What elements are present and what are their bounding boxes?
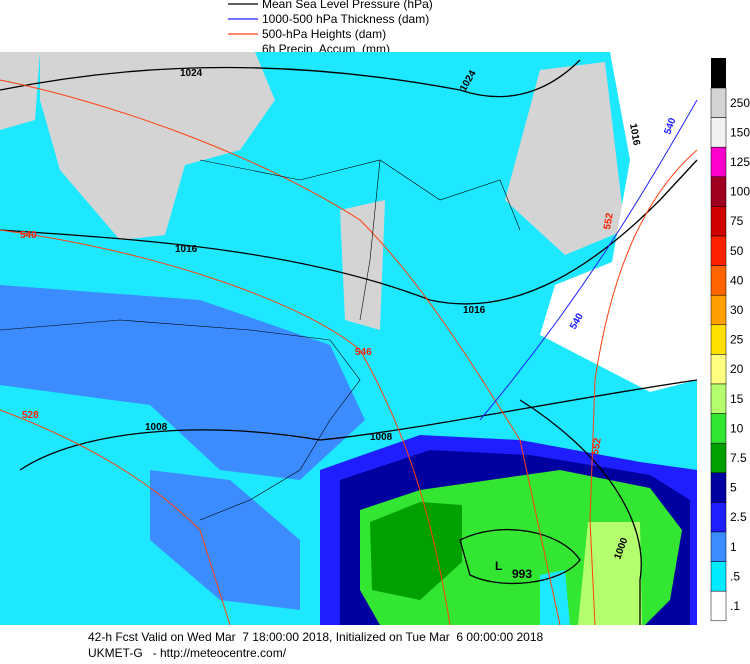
colorbar-label: 50: [730, 244, 744, 258]
precip-area: [150, 470, 300, 610]
contour-label: 1008: [370, 432, 393, 443]
colorbar-label: 250: [730, 96, 750, 110]
colorbar-box: [710, 531, 727, 562]
colorbar-box: [710, 472, 727, 503]
colorbar-box: [710, 265, 727, 296]
legend-label: 1000-500 hPa Thickness (dam): [262, 12, 429, 26]
precip-area: [0, 285, 365, 480]
snow-area: [340, 200, 385, 330]
snow-area: [505, 62, 625, 255]
legend-label: Mean Sea Level Pressure (hPa): [262, 0, 433, 11]
colorbar-label: 1: [730, 540, 737, 554]
footer-line: UKMET-G - http://meteocentre.com/: [88, 646, 287, 659]
colorbar-box: [710, 590, 727, 622]
colorbar-box: [710, 442, 727, 474]
dry-area: [540, 52, 697, 392]
contour-label: 546: [355, 347, 372, 358]
contour-label: 552: [602, 212, 616, 231]
colorbar-label: 20: [730, 362, 744, 376]
colorbar-box: [710, 324, 727, 355]
contour-labels: 1024 102410161016101610081008100054054054…: [20, 68, 679, 561]
low-symbol: L: [495, 559, 502, 573]
colorbar-label: 10: [730, 421, 744, 435]
contour-label: 528: [22, 410, 39, 421]
colorbar-label: 5: [730, 481, 737, 495]
colorbar-label: .5: [730, 569, 740, 583]
snow-area: [0, 52, 40, 130]
map: 1024 102410161016101610081008100054054054…: [0, 52, 698, 626]
colorbar-box: [710, 502, 727, 533]
colorbar-box: [710, 87, 727, 118]
colorbar-box: [710, 413, 727, 444]
colorbar-box: [710, 561, 727, 592]
colorbar-box: [710, 294, 727, 326]
colorbar-label: 2.5: [730, 510, 747, 524]
colorbar-label: 40: [730, 273, 744, 287]
low-pressure: 993: [512, 567, 532, 581]
colorbar-label: 125: [730, 155, 750, 169]
snow-area: [40, 52, 275, 240]
contour-label: 1024: [180, 68, 203, 79]
precip-area: [540, 570, 570, 625]
colorbar-box: [710, 235, 727, 266]
contour-label: 1016: [463, 305, 486, 316]
colorbar-label: .1: [730, 599, 740, 613]
legend: Mean Sea Level Pressure (hPa)1000-500 hP…: [228, 0, 433, 56]
colorbar-label: 100: [730, 185, 750, 199]
precip-area: [578, 522, 642, 625]
colorbar-box: [710, 176, 727, 207]
footer-line: 42-h Fcst Valid on Wed Mar 7 18:00:00 20…: [88, 630, 544, 644]
height-lines: [0, 79, 698, 626]
colorbar-top: [711, 58, 726, 88]
colorbar-box: [710, 383, 727, 414]
precip-area: [370, 502, 462, 600]
colorbar-label: 30: [730, 303, 744, 317]
colorbar-label: 7.5: [730, 451, 747, 465]
colorbar-box: [710, 206, 727, 237]
thickness-line: [479, 99, 698, 421]
colorbar: 250 150 125 100 75 50 40 30 25 20 15 10 7.5 5 2.5 1 .5 .1: [710, 58, 750, 622]
legend-label: 500-hPa Heights (dam): [262, 27, 386, 41]
contour-label: 1008: [145, 422, 168, 433]
colorbar-label: 150: [730, 125, 750, 139]
colorbar-box: [710, 354, 727, 385]
colorbar-label: 25: [730, 333, 744, 347]
colorbar-label: 75: [730, 214, 744, 228]
borders: [0, 159, 521, 521]
isobars: [0, 59, 698, 625]
contour-label: 540: [20, 230, 37, 241]
contour-label: 1016: [627, 123, 642, 147]
colorbar-label: 15: [730, 392, 744, 406]
colorbar-box: [710, 117, 727, 148]
contour-label: 552: [590, 437, 604, 456]
colorbar-box: [710, 146, 727, 178]
contour-label: 1016: [175, 244, 198, 255]
